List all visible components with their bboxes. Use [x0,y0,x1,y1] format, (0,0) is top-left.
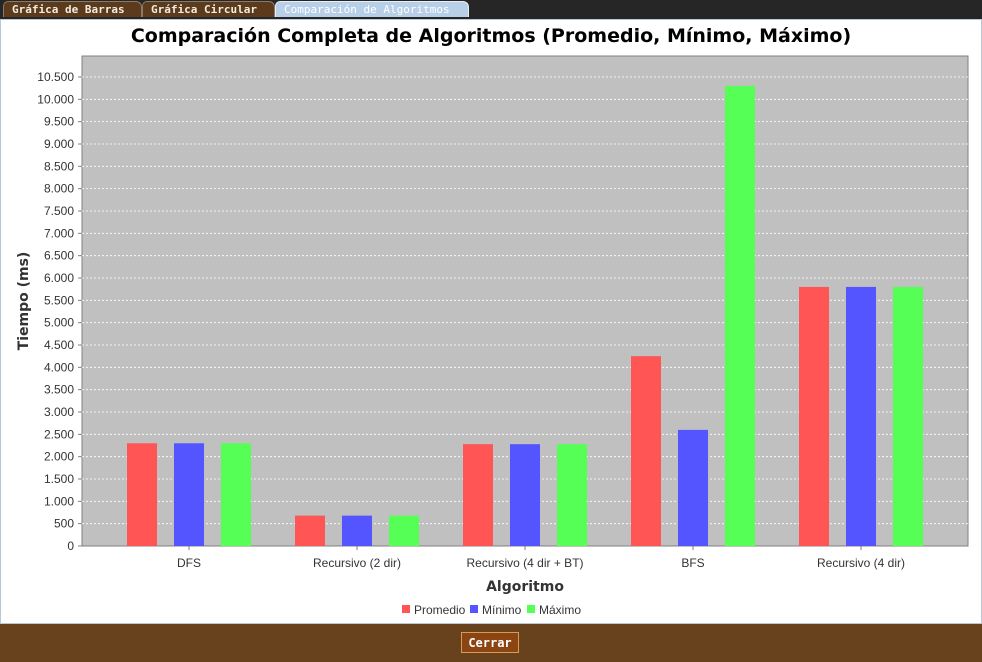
y-tick-label: 10.500 [37,70,74,84]
y-tick-label: 3.500 [44,383,74,397]
y-tick-label: 9.500 [44,115,74,129]
x-tick-label: Recursivo (4 dir + BT) [466,556,583,570]
x-tick-label: Recursivo (2 dir) [313,556,401,570]
y-tick-label: 0 [67,539,74,553]
y-tick-label: 4.000 [44,360,74,374]
chart-title: Comparación Completa de Algoritmos (Prom… [130,25,852,47]
y-tick-label: 4.500 [44,338,74,352]
bar-máximo [557,444,587,546]
y-tick-label: 3.000 [44,405,74,419]
y-tick-label: 8.500 [44,159,74,173]
tab-bar: Gráfica de Barras Gráfica Circular Compa… [0,0,982,19]
bar-promedio [799,286,829,546]
x-tick-label: DFS [177,556,201,570]
bar-mínimo [846,286,876,546]
legend-swatch-promedio [402,605,410,613]
y-tick-label: 10.000 [37,92,74,106]
x-tick-label: BFS [681,556,704,570]
y-tick-label: 5.000 [44,316,74,330]
bar-máximo [389,515,419,546]
bar-mínimo [342,515,372,546]
legend-label: Máximo [539,603,581,617]
y-tick-label: 500 [54,517,74,531]
bar-promedio [631,356,661,546]
bar-promedio [463,444,493,546]
legend-swatch-mínimo [470,605,478,613]
y-tick-label: 8.000 [44,182,74,196]
legend-label: Promedio [414,603,466,617]
y-tick-label: 6.500 [44,249,74,263]
bar-promedio [127,443,157,546]
y-tick-label: 7.000 [44,226,74,240]
y-axis-label: Tiempo (ms) [16,252,32,351]
legend-swatch-máximo [527,605,535,613]
y-tick-label: 6.000 [44,271,74,285]
y-tick-label: 9.000 [44,137,74,151]
footer-bar: Cerrar [0,624,982,662]
tab-algorithm-comparison[interactable]: Comparación de Algoritmos [275,1,469,17]
bar-mínimo [174,443,204,546]
bar-máximo [725,85,755,547]
bar-mínimo [678,429,708,546]
y-tick-label: 2.000 [44,450,74,464]
bar-promedio [295,515,325,546]
y-tick-label: 1.000 [44,494,74,508]
y-tick-label: 7.500 [44,204,74,218]
close-button[interactable]: Cerrar [461,632,519,653]
y-tick-label: 1.500 [44,472,74,486]
y-tick-label: 2.500 [44,427,74,441]
x-axis-label: Algoritmo [486,579,564,595]
bar-máximo [893,286,923,546]
tab-pie-chart[interactable]: Gráfica Circular [142,1,275,17]
bar-máximo [221,443,251,546]
bar-chart: 0 500 1.000 1.500 2.000 2.500 3.000 3.500 4.000 4… [16,55,969,617]
tab-bar-chart[interactable]: Gráfica de Barras [3,1,142,17]
x-tick-label: Recursivo (4 dir) [817,556,905,570]
legend-label: Mínimo [482,603,522,617]
bar-mínimo [510,444,540,546]
y-tick-label: 5.500 [44,293,74,307]
